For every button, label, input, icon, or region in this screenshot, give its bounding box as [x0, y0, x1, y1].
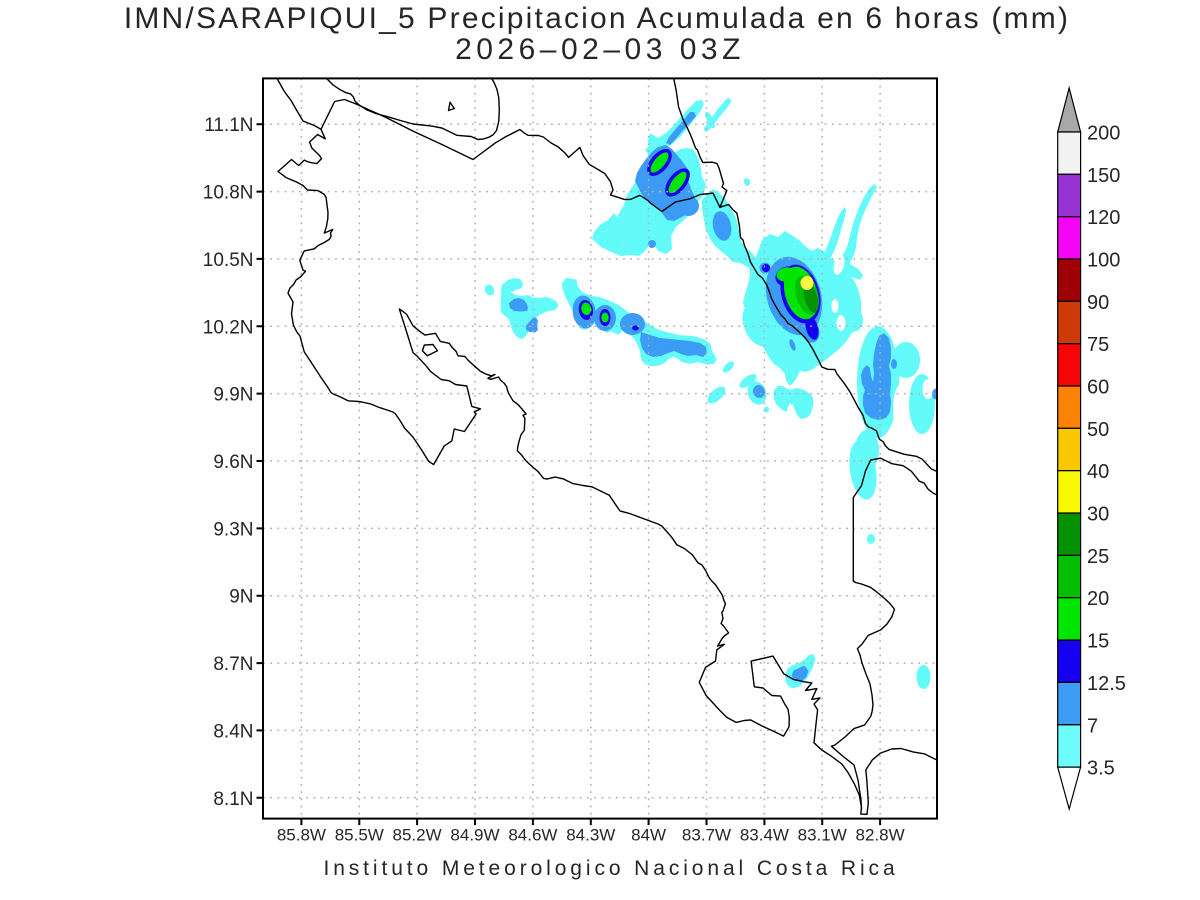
svg-text:100: 100	[1087, 250, 1120, 272]
svg-text:85.2W: 85.2W	[393, 826, 442, 845]
svg-text:20: 20	[1087, 588, 1109, 610]
svg-text:11.1N: 11.1N	[204, 115, 253, 136]
svg-text:IMN/SARAPIQUI_5 Precipitacion: IMN/SARAPIQUI_5 Precipitacion Acumulada …	[124, 2, 1070, 35]
svg-text:85.5W: 85.5W	[335, 826, 384, 845]
svg-text:15: 15	[1087, 631, 1109, 653]
svg-text:9.6N: 9.6N	[213, 452, 253, 473]
svg-text:84.9W: 84.9W	[450, 826, 499, 845]
svg-text:120: 120	[1087, 207, 1120, 229]
svg-text:85.8W: 85.8W	[277, 826, 326, 845]
svg-text:2026–02–03 03Z: 2026–02–03 03Z	[455, 33, 745, 66]
svg-text:10.2N: 10.2N	[203, 317, 254, 338]
svg-text:82.8W: 82.8W	[856, 826, 905, 845]
svg-text:10.8N: 10.8N	[203, 183, 254, 204]
svg-text:83.7W: 83.7W	[682, 826, 731, 845]
svg-text:150: 150	[1087, 165, 1120, 187]
svg-text:75: 75	[1087, 334, 1109, 356]
svg-text:3.5: 3.5	[1087, 758, 1115, 780]
svg-text:40: 40	[1087, 461, 1109, 483]
svg-text:60: 60	[1087, 377, 1109, 399]
svg-text:7: 7	[1087, 715, 1098, 737]
svg-text:8.1N: 8.1N	[213, 789, 253, 810]
svg-text:83.1W: 83.1W	[798, 826, 847, 845]
svg-text:84W: 84W	[631, 826, 666, 845]
svg-text:30: 30	[1087, 504, 1109, 526]
svg-text:200: 200	[1087, 123, 1120, 145]
svg-text:9.9N: 9.9N	[213, 385, 253, 406]
svg-text:50: 50	[1087, 419, 1109, 441]
svg-text:25: 25	[1087, 546, 1109, 568]
svg-text:9.3N: 9.3N	[213, 519, 253, 540]
svg-text:8.4N: 8.4N	[213, 721, 253, 742]
svg-text:84.3W: 84.3W	[566, 826, 615, 845]
svg-text:90: 90	[1087, 292, 1109, 314]
svg-text:83.4W: 83.4W	[740, 826, 789, 845]
svg-text:9N: 9N	[229, 587, 253, 608]
svg-text:Instituto Meteorologico Nacion: Instituto Meteorologico Nacional Costa R…	[323, 857, 898, 880]
svg-text:12.5: 12.5	[1087, 673, 1126, 695]
svg-text:10.5N: 10.5N	[203, 250, 254, 271]
svg-text:8.7N: 8.7N	[213, 654, 253, 675]
svg-text:84.6W: 84.6W	[508, 826, 557, 845]
